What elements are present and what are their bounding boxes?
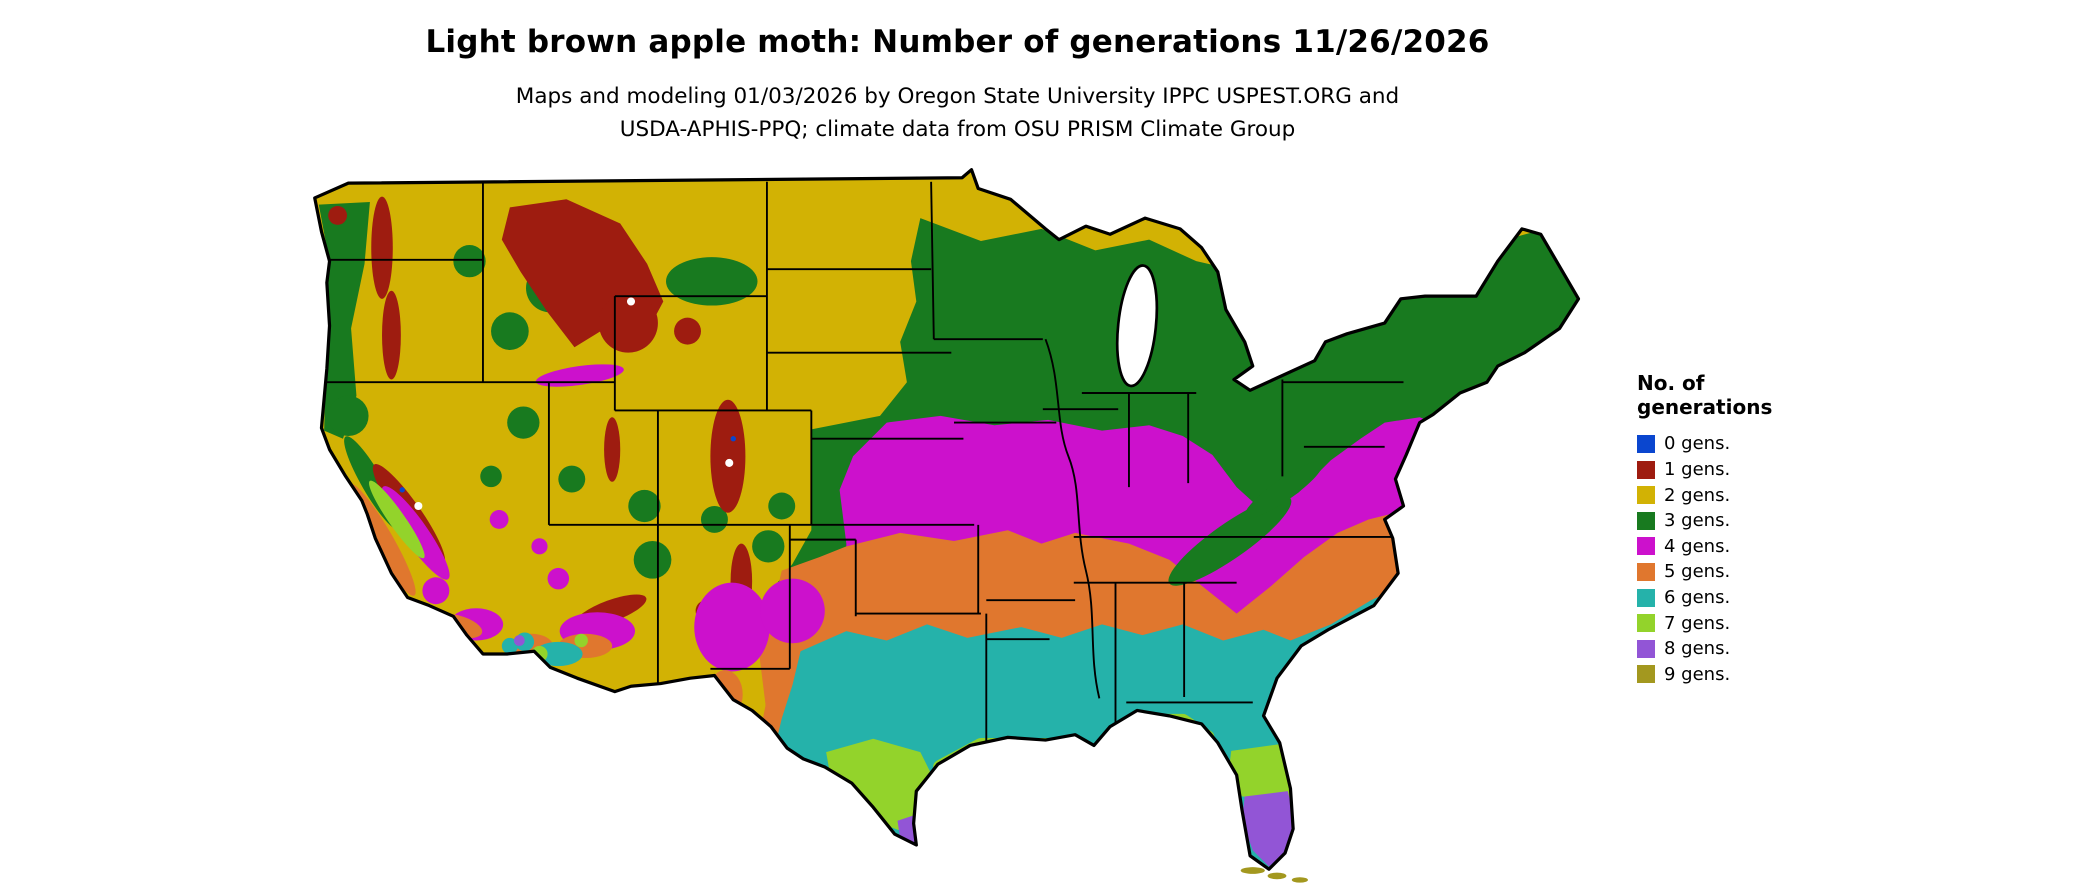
legend: No. of generations 0 gens. 1 gens. 2 gens.… <box>1637 371 1773 687</box>
lime-south-texas <box>826 738 934 833</box>
appalachian-green-ridge <box>1168 496 1292 586</box>
legend-swatch <box>1637 562 1655 581</box>
legend-item: 3 gens. <box>1637 508 1772 534</box>
page-subtitle: Maps and modeling 01/03/2026 by Oregon S… <box>0 80 1915 147</box>
header: Light brown apple moth: Number of genera… <box>0 24 1915 147</box>
alpine-specks <box>399 297 736 646</box>
lake-michigan <box>1115 264 1159 388</box>
legend-item: 2 gens. <box>1637 482 1772 508</box>
legend-swatch <box>1637 434 1655 453</box>
legend-label: 1 gens. <box>1664 459 1731 481</box>
legend-title-line-1: No. of <box>1637 371 1705 395</box>
page-title: Light brown apple moth: Number of genera… <box>425 24 1490 60</box>
us-generations-map <box>308 167 1600 884</box>
colorado-rockies <box>710 399 746 513</box>
legend-item: 0 gens. <box>1637 431 1772 457</box>
legend-swatch <box>1637 614 1655 633</box>
legend-swatch <box>1637 486 1655 505</box>
legend-item: 8 gens. <box>1637 636 1772 662</box>
legend-swatch <box>1637 460 1655 479</box>
subtitle-line-2: USDA-APHIS-PPQ; climate data from OSU PR… <box>619 117 1296 143</box>
legend-items: 0 gens. 1 gens. 2 gens. 3 gens. 4 gens. 5 gen… <box>1637 431 1772 687</box>
purple-south-florida <box>1242 791 1296 867</box>
legend-label: 5 gens. <box>1664 561 1731 583</box>
legend-item: 9 gens. <box>1637 662 1772 688</box>
legend-item: 5 gens. <box>1637 559 1772 585</box>
legend-label: 4 gens. <box>1664 535 1731 557</box>
subtitle-line-1: Maps and modeling 01/03/2026 by Oregon S… <box>515 84 1400 109</box>
legend-swatch <box>1637 511 1655 530</box>
legend-item: 4 gens. <box>1637 534 1772 560</box>
legend-swatch <box>1637 639 1655 658</box>
legend-item: 1 gens. <box>1637 457 1772 483</box>
legend-label: 8 gens. <box>1664 638 1731 660</box>
legend-swatch <box>1637 537 1655 556</box>
legend-item: 6 gens. <box>1637 585 1772 611</box>
us-outline <box>313 168 1581 871</box>
legend-label: 0 gens. <box>1664 433 1731 455</box>
legend-label: 9 gens. <box>1664 663 1731 685</box>
legend-item: 7 gens. <box>1637 610 1772 636</box>
legend-title: No. of generations <box>1637 371 1773 419</box>
legend-title-line-2: generations <box>1637 394 1773 419</box>
map-fill-layers <box>314 169 1579 870</box>
central-valley <box>369 480 425 559</box>
legend-swatch <box>1637 588 1655 607</box>
legend-label: 2 gens. <box>1664 484 1731 506</box>
snake-river-plain <box>535 364 624 387</box>
us-map-svg <box>313 168 1581 883</box>
florida-keys-9-gens <box>1240 867 1308 883</box>
legend-label: 3 gens. <box>1664 510 1731 532</box>
legend-swatch <box>1637 665 1655 684</box>
legend-label: 6 gens. <box>1664 587 1731 609</box>
state-borders <box>324 181 1404 746</box>
appalachian-green-ridge-ne <box>1244 461 1323 519</box>
band-8-gens <box>897 791 1296 867</box>
legend-label: 7 gens. <box>1664 612 1731 634</box>
western-lime-patches <box>369 480 588 663</box>
lime-central-florida <box>1228 742 1299 800</box>
mississippi-river-border <box>1044 338 1101 699</box>
